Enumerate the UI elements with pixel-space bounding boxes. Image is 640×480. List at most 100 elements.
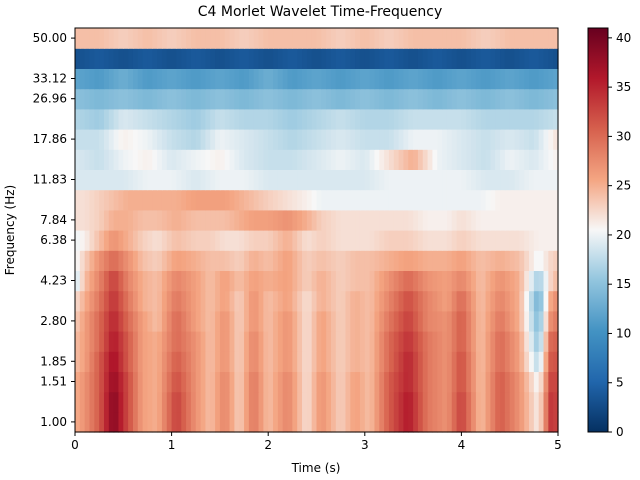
heatmap-cell [268,371,274,393]
heatmap-cell [417,411,424,433]
heatmap-cell [451,310,458,332]
heatmap-cell [316,129,322,150]
heatmap-cell [480,331,487,352]
heatmap-cell [161,351,168,372]
heatmap-cell [142,48,149,69]
heatmap-cell [330,310,337,332]
heatmap-cell [152,230,158,251]
heatmap-cell [75,371,81,393]
heatmap-cell [364,28,371,49]
heatmap-cell [263,108,269,130]
heatmap-cell [210,411,216,433]
heatmap-cell [364,169,371,191]
heatmap-cell [388,371,395,393]
heatmap-cell [181,68,187,90]
heatmap-cell [297,351,303,372]
heatmap-cell [282,351,289,372]
heatmap-cell [422,270,429,292]
heatmap-cell [147,310,153,332]
heatmap-cell [244,88,250,110]
heatmap-cell [215,331,221,352]
heatmap-cell [89,310,95,332]
heatmap-cell [519,371,525,393]
heatmap-cell [190,88,197,110]
heatmap-cell [345,129,351,150]
heatmap-cell [147,270,153,292]
heatmap-cell [244,351,250,372]
heatmap-cell [186,209,192,231]
heatmap-cell [427,391,434,413]
heatmap-cell [176,290,182,312]
heatmap-cell [461,411,467,433]
heatmap-cell [427,108,434,130]
heatmap-cell [553,411,559,433]
heatmap-cell [350,250,356,271]
heatmap-cell [504,48,511,69]
heatmap-cell [113,149,120,170]
heatmap-cell [94,310,100,332]
heatmap-cell [413,351,419,372]
heatmap-cell [176,209,182,231]
heatmap-cell [330,270,337,292]
heatmap-cell [137,169,144,191]
heatmap-cell [475,270,482,292]
heatmap-cell [543,48,549,69]
heatmap-cell [485,28,491,49]
heatmap-cell [123,310,129,332]
heatmap-cell [302,371,308,393]
heatmap-cell [186,331,192,352]
heatmap-cell [398,331,405,352]
heatmap-cell [190,351,197,372]
heatmap-cell [475,331,482,352]
heatmap-cell [355,48,361,69]
heatmap-cell [253,189,260,211]
heatmap-cell [79,411,86,433]
heatmap-cell [75,290,81,312]
heatmap-cell [210,250,216,271]
heatmap-cell [321,48,327,69]
heatmap-cell [355,371,361,393]
heatmap-cell [200,230,207,251]
heatmap-cell [176,270,182,292]
heatmap-cell [79,230,86,251]
heatmap-cell [108,149,115,170]
heatmap-cell [388,351,395,372]
heatmap-cell [355,129,361,150]
heatmap-cell [311,149,318,170]
heatmap-cell [514,28,520,49]
heatmap-cell [205,270,211,292]
heatmap-cell [466,290,472,312]
heatmap-cell [316,230,322,251]
heatmap-cell [205,68,211,90]
heatmap-cell [427,48,434,69]
heatmap-cell [456,68,462,90]
heatmap-cell [311,48,318,69]
heatmap-cell [123,48,129,69]
heatmap-cell [157,270,163,292]
heatmap-cell [335,230,342,251]
heatmap-cell [422,108,429,130]
heatmap-cell [89,108,95,130]
heatmap-cell [471,169,477,191]
heatmap-cell [417,169,424,191]
heatmap-cell [393,88,400,110]
heatmap-cell [316,411,322,433]
heatmap-cell [330,290,337,312]
heatmap-cell [200,189,207,211]
heatmap-cell [456,270,462,292]
heatmap-cell [253,129,260,150]
heatmap-cell [388,411,395,433]
heatmap-cell [529,189,535,211]
heatmap-cell [292,88,298,110]
heatmap-cell [224,48,231,69]
heatmap-cell [108,310,115,332]
heatmap-cell [142,310,149,332]
heatmap-cell [553,371,559,393]
heatmap-cell [171,331,178,352]
heatmap-cell [393,149,400,170]
heatmap-cell [446,270,453,292]
heatmap-cell [99,28,105,49]
heatmap-cell [244,48,250,69]
heatmap-cell [79,391,86,413]
heatmap-cell [205,290,211,312]
